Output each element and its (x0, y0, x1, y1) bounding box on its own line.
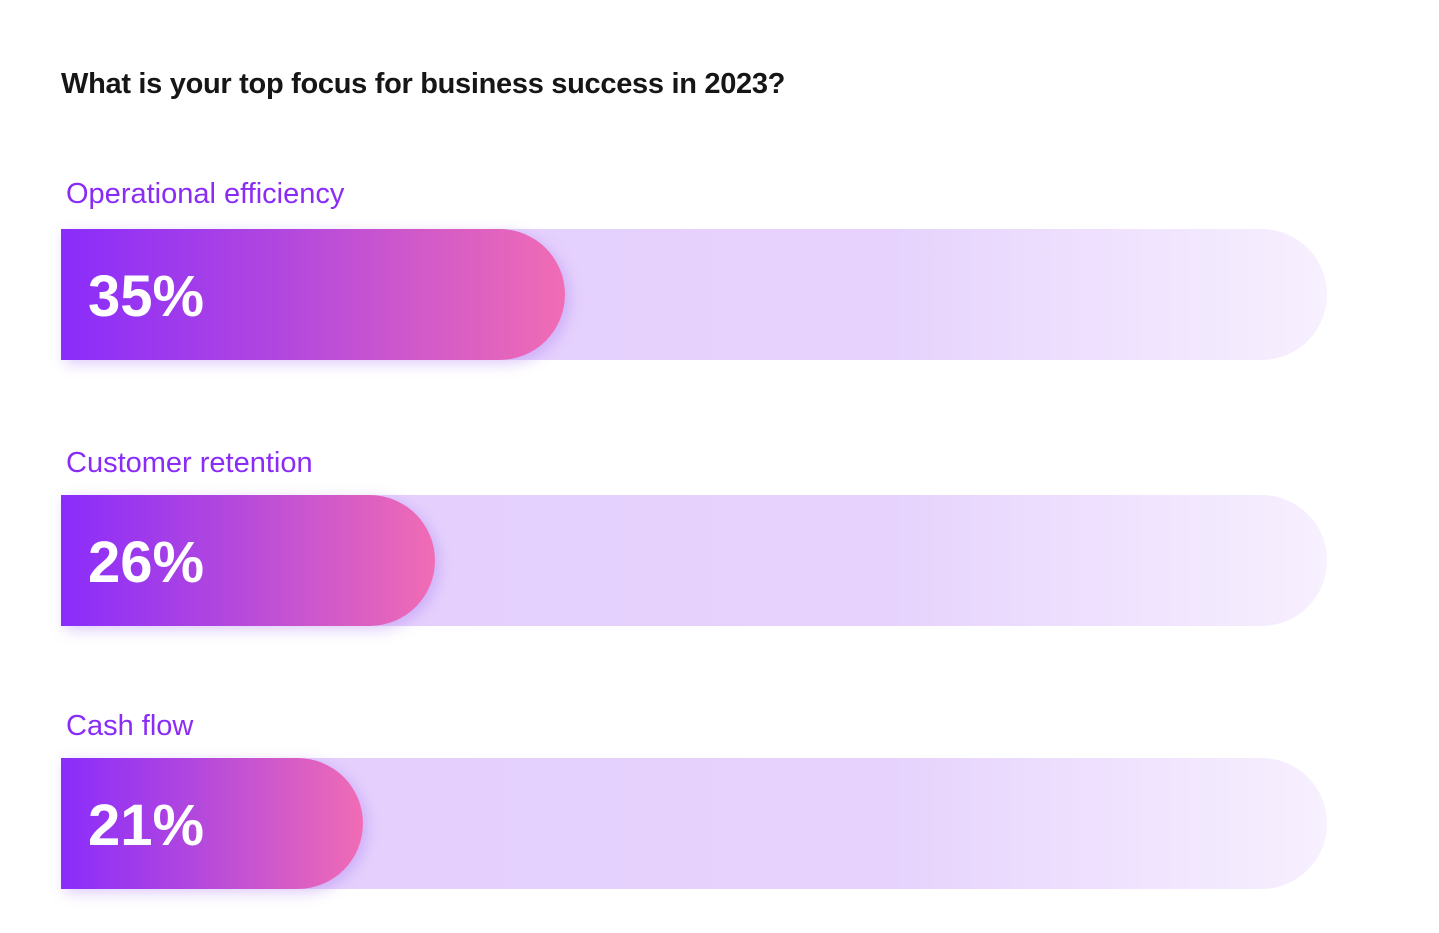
data-label: 26% (88, 530, 205, 595)
data-label: 21% (88, 793, 205, 858)
category-label: Cash flow (66, 710, 194, 742)
bar-track: 26% (61, 495, 1327, 626)
category-label: Operational efficiency (66, 178, 345, 210)
bar: 26% (61, 495, 436, 626)
bar-track: 35% (61, 229, 1327, 360)
bar: 21% (61, 758, 364, 889)
chart-title: What is your top focus for business succ… (61, 68, 786, 100)
category-label: Customer retention (66, 447, 313, 479)
bar: 35% (61, 229, 565, 360)
bar-track: 21% (61, 758, 1327, 889)
data-label: 35% (88, 264, 205, 329)
